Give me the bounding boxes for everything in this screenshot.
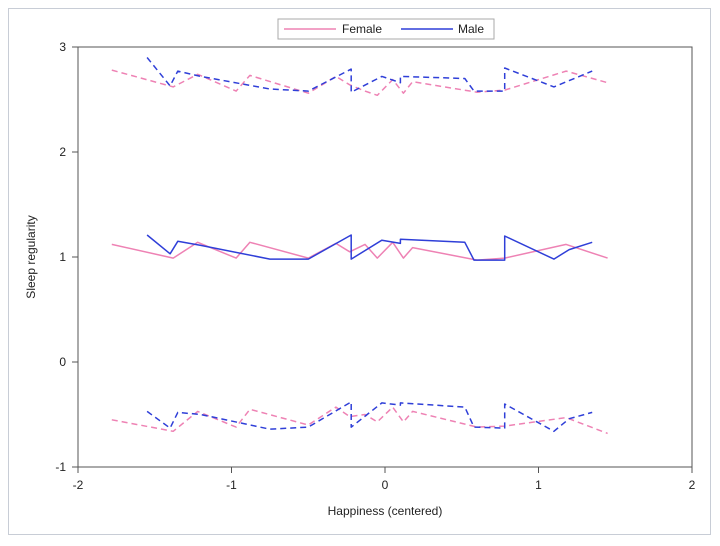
y-tick-label: 0 (59, 355, 66, 369)
legend: Female Male (277, 18, 495, 40)
legend-box (277, 18, 495, 40)
y-tick-label: 3 (59, 40, 66, 54)
female-estimate-line (111, 241, 608, 261)
x-tick-label: -2 (73, 478, 84, 492)
x-tick-label: 1 (535, 478, 542, 492)
x-tick-label: -1 (226, 478, 237, 492)
legend-label-male: Male (458, 22, 484, 36)
male-estimate-line (146, 234, 593, 261)
chart-frame (8, 8, 711, 535)
male-lower-line (146, 401, 593, 433)
legend-label-female: Female (342, 22, 382, 36)
axes: -2 -1 0 1 2 -1 0 1 2 3 (55, 40, 695, 492)
female-upper-line (111, 69, 608, 97)
x-tick-label: 2 (689, 478, 696, 492)
y-axis-title: Sleep regularity (24, 215, 38, 298)
x-axis-title: Happiness (centered) (328, 504, 443, 518)
y-tick-label: -1 (55, 460, 66, 474)
x-tick-label: 0 (382, 478, 389, 492)
male-upper-line (146, 57, 593, 93)
series-layer (111, 57, 608, 435)
y-tick-label: 2 (59, 145, 66, 159)
female-lower-line (111, 406, 608, 435)
y-tick-label: 1 (59, 250, 66, 264)
